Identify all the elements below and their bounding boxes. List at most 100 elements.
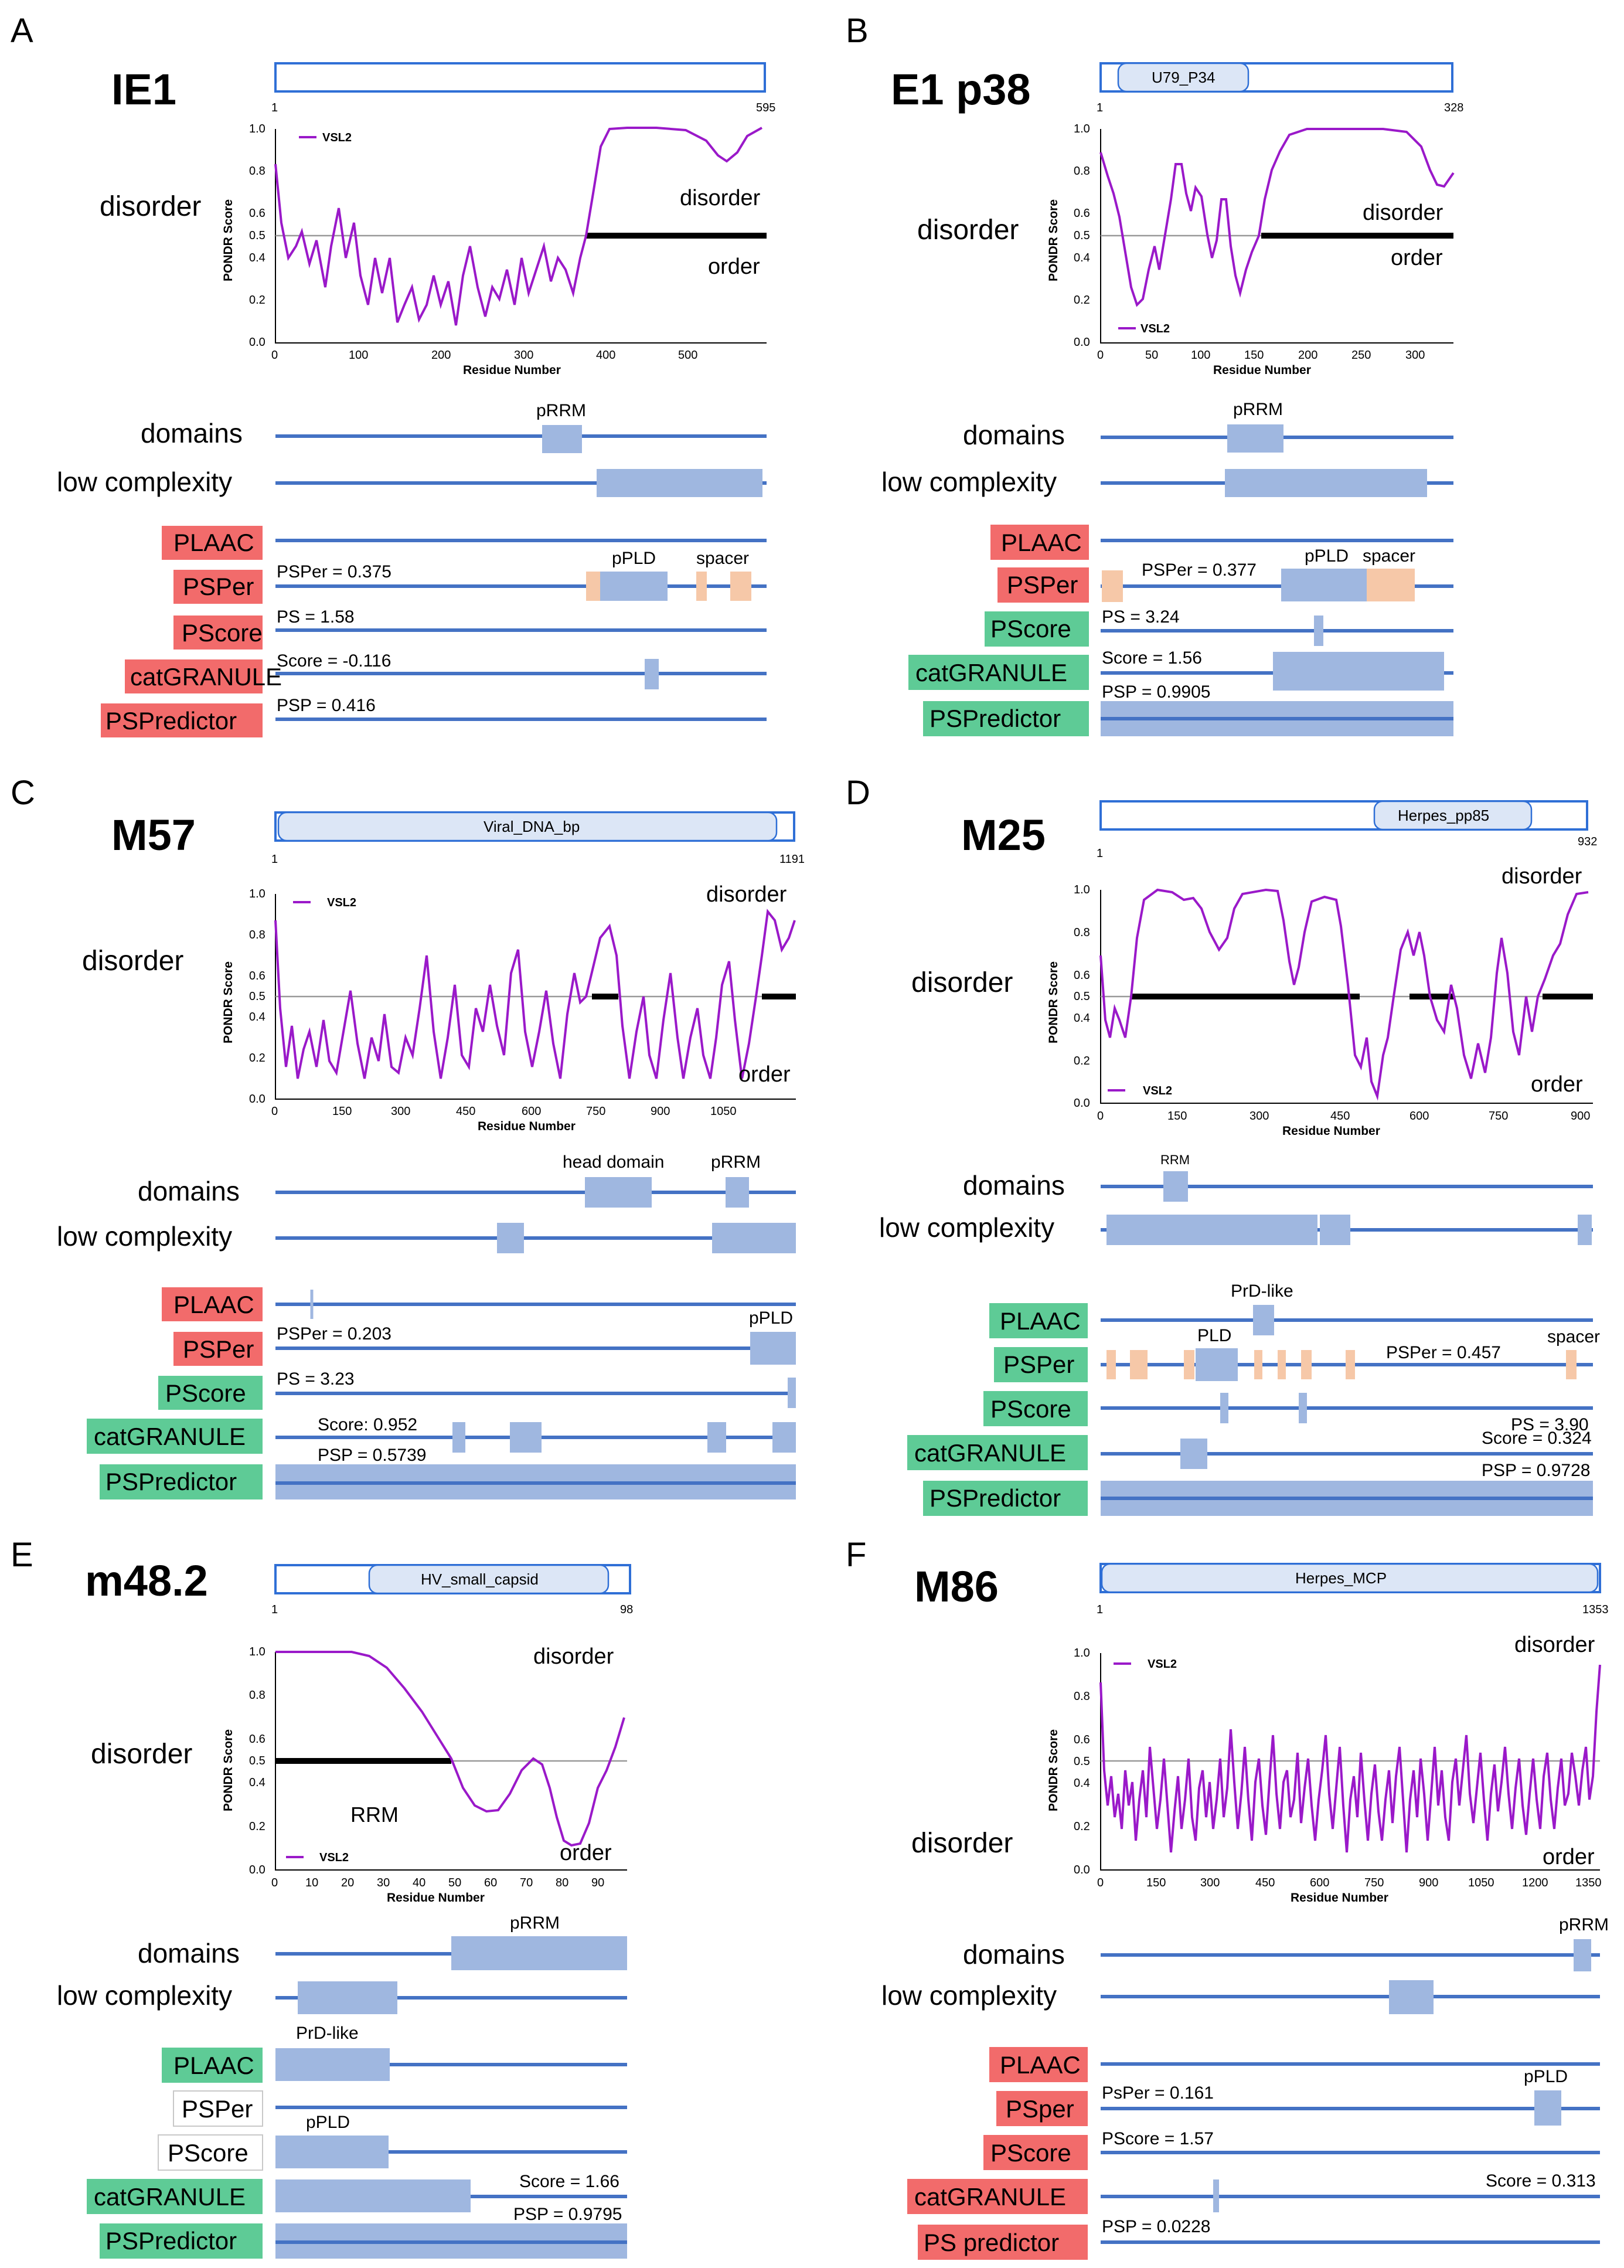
domain-pill bbox=[368, 1564, 610, 1594]
x-tick-label: 200 bbox=[1298, 349, 1317, 362]
seq-start: 1 bbox=[271, 101, 278, 114]
tag-label: PScore bbox=[165, 1379, 246, 1407]
upper-region-label: disorder bbox=[533, 1644, 614, 1669]
spacer-box bbox=[1107, 1350, 1116, 1379]
spacer-box bbox=[1102, 570, 1123, 602]
domain-box bbox=[1227, 424, 1283, 453]
panel-letter: F bbox=[846, 1536, 866, 1574]
tool-value: PSPer = 0.457 bbox=[1386, 1343, 1501, 1362]
tag-label: catGRANULE bbox=[94, 2183, 246, 2211]
tag-label: PSPer bbox=[1007, 571, 1078, 599]
tool-value: Score = 1.56 bbox=[1102, 648, 1202, 668]
tag-label: PSPredictor bbox=[105, 1468, 237, 1495]
tag-bg bbox=[983, 1391, 1088, 1426]
lc-box bbox=[497, 1223, 524, 1253]
left-disorder-label: disorder bbox=[100, 191, 201, 222]
tag-label: PSPer bbox=[183, 573, 254, 600]
tool-value: PSPer = 0.203 bbox=[277, 1324, 391, 1344]
panel-letter: C bbox=[11, 774, 35, 812]
domain-pill bbox=[1373, 800, 1533, 831]
panel-e: E m48.2 HV_small_capsid 1 98 1.0 0.8 0.6… bbox=[11, 1536, 633, 2259]
y-tick-label: 0.0 bbox=[249, 1093, 265, 1106]
vsl2-curve bbox=[1099, 888, 1589, 1101]
tag-bg bbox=[162, 526, 263, 560]
lc-box bbox=[1225, 469, 1427, 497]
low-complexity-label: low complexity bbox=[57, 467, 232, 497]
tag-bg bbox=[918, 2225, 1088, 2260]
catgranule-box bbox=[452, 1422, 465, 1453]
x-tick-label: 150 bbox=[332, 1105, 352, 1118]
annotation-label: RRM bbox=[350, 1803, 399, 1827]
tag-label: catGRANULE bbox=[130, 663, 282, 691]
panel-d: D M25 Herpes_pp85 1 932 1.0 0.8 0.6 0.5 … bbox=[846, 774, 1600, 1516]
panel-letter: D bbox=[846, 774, 870, 812]
upper-region-label: disorder bbox=[1363, 200, 1443, 225]
x-tick-label: 300 bbox=[391, 1105, 410, 1118]
domain-box bbox=[585, 1177, 652, 1208]
spacer-box bbox=[1184, 1350, 1194, 1379]
legend-label: VSL2 bbox=[1143, 1084, 1172, 1097]
y-tick-label: 0.8 bbox=[1074, 1690, 1090, 1703]
annotation-label: pPLD bbox=[1305, 546, 1349, 566]
left-disorder-label: disorder bbox=[82, 946, 183, 977]
tag-label: PS predictor bbox=[924, 2229, 1059, 2256]
y-tick-label: 0.6 bbox=[249, 1733, 265, 1746]
catgranule-box bbox=[275, 2179, 471, 2212]
tag-bg bbox=[983, 2135, 1088, 2170]
domain-pill bbox=[1101, 1563, 1599, 1593]
tag-label: PSPer bbox=[182, 2095, 253, 2123]
domain-box bbox=[451, 1936, 627, 1970]
protein-name: IE1 bbox=[111, 65, 176, 114]
spacer-box bbox=[730, 572, 751, 601]
domain-label: pRRM bbox=[1559, 1915, 1609, 1934]
x-tick-label: 90 bbox=[591, 1876, 604, 1889]
seq-start: 1 bbox=[271, 1603, 278, 1616]
panel-c: C M57 Viral_DNA_bp 1 1191 1.0 0.8 0.6 0.… bbox=[11, 774, 805, 1499]
low-complexity-label: low complexity bbox=[57, 1221, 232, 1252]
domains-label: domains bbox=[963, 1170, 1065, 1201]
disorder-plot: 1.0 0.8 0.6 0.5 0.4 0.2 0.0 0 150 300 45… bbox=[1047, 864, 1593, 1138]
annotation-label: spacer bbox=[696, 549, 749, 568]
spacer-box bbox=[586, 572, 600, 601]
x-tick-label: 150 bbox=[1167, 1110, 1187, 1123]
tag-label: PLAAC bbox=[1000, 2051, 1081, 2079]
tag-bg bbox=[100, 2223, 263, 2259]
tag-bg bbox=[173, 570, 263, 604]
tag-label: PScore bbox=[168, 2139, 248, 2167]
pscore-box bbox=[1299, 1393, 1307, 1423]
tool-value: PSP = 0.416 bbox=[277, 696, 376, 715]
panel-a: A IE1 1 595 1.0 0.8 0.6 0.5 0.4 0.2 0.0 … bbox=[11, 12, 775, 737]
left-disorder-label: disorder bbox=[917, 215, 1019, 246]
annotation-label: pPLD bbox=[612, 549, 656, 568]
x-axis-title: Residue Number bbox=[1291, 1891, 1388, 1905]
tag-label: PScore bbox=[990, 615, 1071, 642]
tool-value: PSP = 0.9905 bbox=[1102, 682, 1210, 702]
x-tick-label: 50 bbox=[448, 1876, 461, 1889]
disorder-plot: 1.0 0.8 0.6 0.5 0.4 0.2 0.0 0 150 300 45… bbox=[1047, 1633, 1602, 1905]
tag-bg bbox=[989, 1303, 1088, 1338]
tool-value: Score = 0.313 bbox=[1486, 2171, 1596, 2191]
y-tick-label: 0.6 bbox=[249, 207, 265, 220]
annotation-label: pPLD bbox=[1524, 2067, 1568, 2086]
tag-bg bbox=[923, 701, 1089, 736]
spacer-box bbox=[1346, 1350, 1355, 1379]
x-tick-label: 450 bbox=[1330, 1110, 1350, 1123]
x-tick-label: 250 bbox=[1351, 349, 1371, 362]
spacer-box bbox=[1566, 1350, 1577, 1379]
tool-value: Score: 0.952 bbox=[318, 1415, 417, 1434]
tag-label: catGRANULE bbox=[914, 1439, 1066, 1467]
tag-bg bbox=[158, 1376, 263, 1410]
x-tick-label: 450 bbox=[456, 1105, 475, 1118]
tag-bg bbox=[100, 1464, 263, 1499]
tool-value: PSP = 0.5739 bbox=[318, 1446, 426, 1465]
upper-region-label: disorder bbox=[1502, 864, 1582, 889]
y-tick-label: 0.8 bbox=[249, 1689, 265, 1702]
seq-end: 1353 bbox=[1582, 1603, 1609, 1616]
spacer-box bbox=[696, 572, 707, 601]
tag-bg bbox=[162, 1287, 263, 1321]
pld-box bbox=[600, 572, 668, 601]
upper-region-label: disorder bbox=[1514, 1633, 1595, 1657]
disorder-plot: 1.0 0.8 0.6 0.5 0.4 0.2 0.0 0 100 200 30… bbox=[222, 123, 767, 377]
lower-region-label: order bbox=[708, 254, 760, 279]
catgranule-box bbox=[645, 659, 659, 689]
